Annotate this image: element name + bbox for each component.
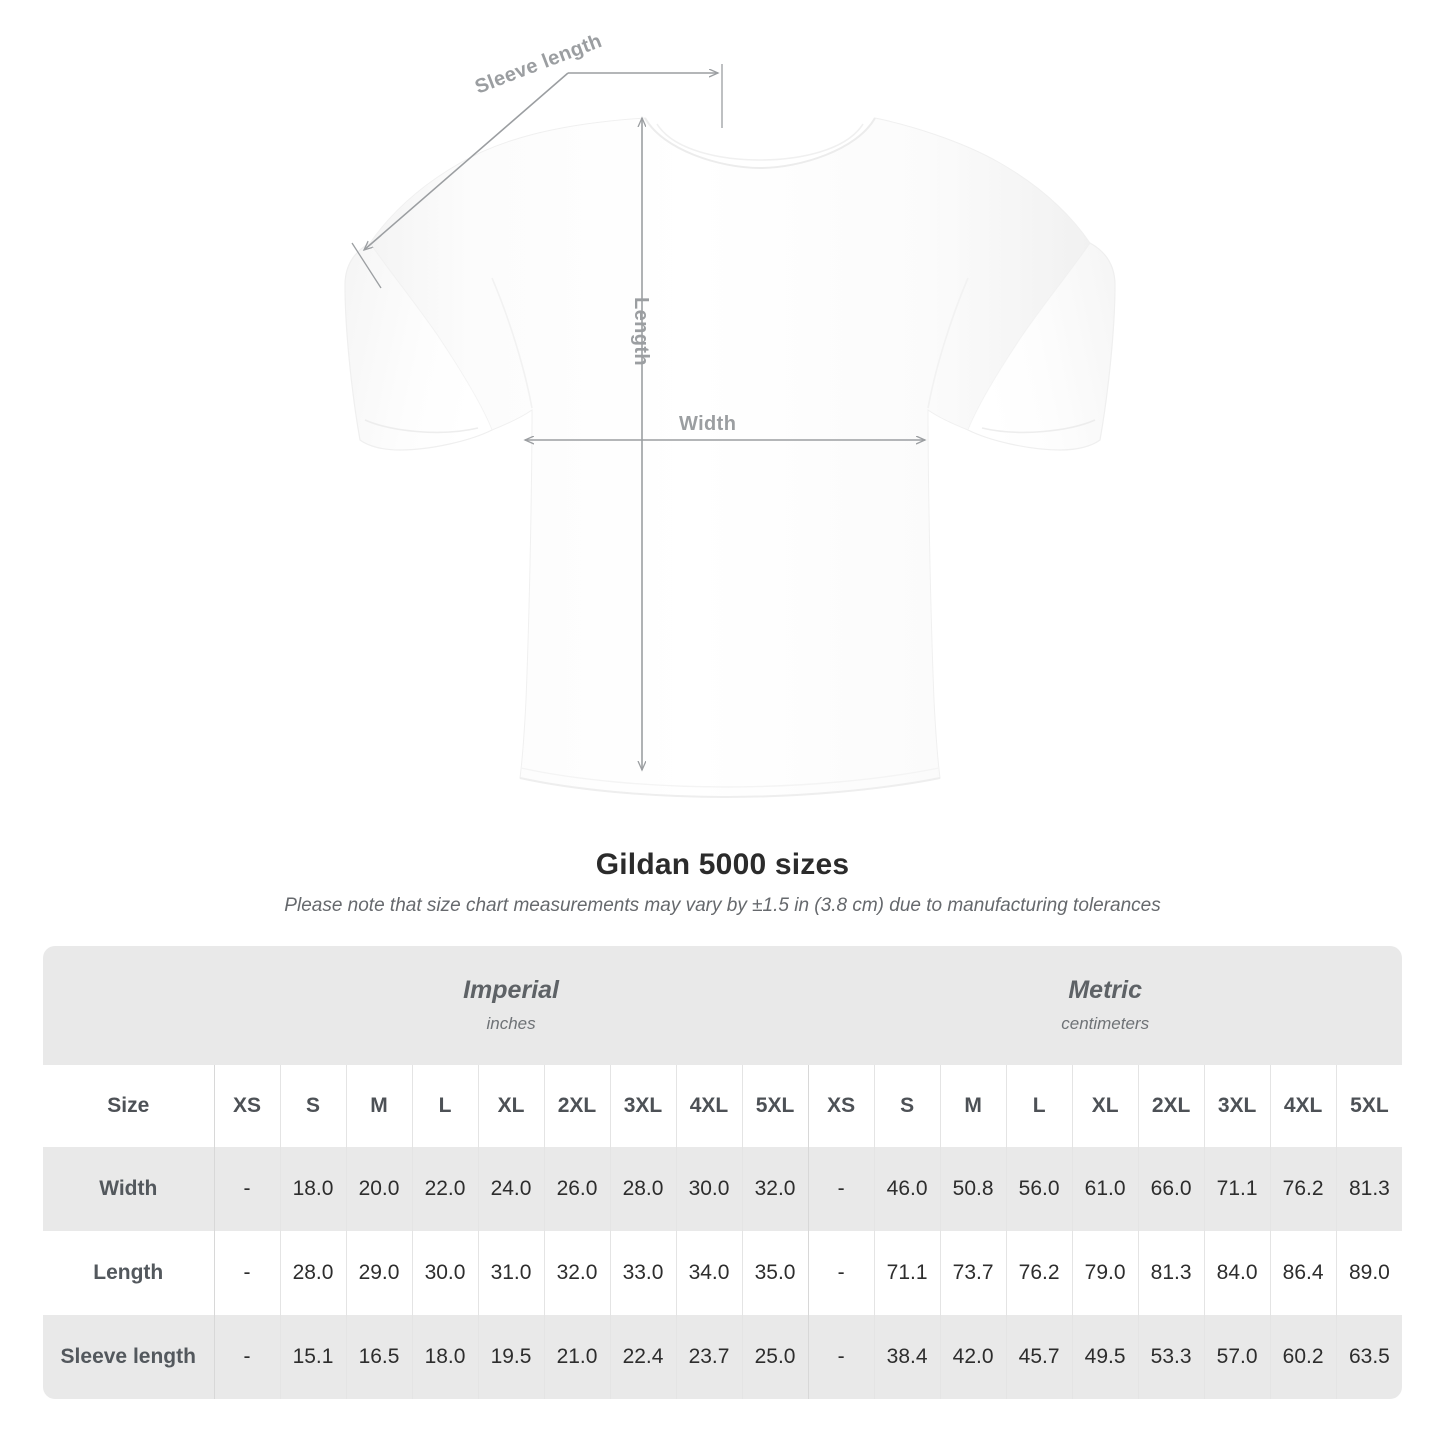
cell-metric-sleeve-length-3xl: 57.0 — [1203, 1315, 1271, 1399]
cell-metric-length-m: 73.7 — [939, 1231, 1007, 1315]
cell-metric-width-m: 50.8 — [939, 1147, 1007, 1231]
size-header-imperial-s: S — [279, 1065, 346, 1147]
unit-band-row: Imperial inches Metric centimeters — [43, 946, 1402, 1065]
cell-metric-length-l: 76.2 — [1005, 1231, 1073, 1315]
tshirt-illustration — [344, 64, 1116, 799]
size-header-imperial-3xl: 3XL — [609, 1065, 676, 1147]
cell-metric-sleeve-length-l: 45.7 — [1005, 1315, 1073, 1399]
size-header-imperial-l: L — [411, 1065, 478, 1147]
tolerance-note: Please note that size chart measurements… — [284, 895, 1161, 916]
cell-imperial-sleeve-length-l: 18.0 — [411, 1315, 478, 1399]
cell-metric-width-s: 46.0 — [873, 1147, 941, 1231]
cell-imperial-sleeve-length-2xl: 21.0 — [543, 1315, 610, 1399]
cell-imperial-length-m: 29.0 — [345, 1231, 412, 1315]
cell-metric-width-3xl: 71.1 — [1203, 1147, 1271, 1231]
cell-imperial-sleeve-length-xl: 19.5 — [477, 1315, 544, 1399]
size-header-row: Size XS S M L XL 2XL 3XL 4XL 5XL XS S M L XL 2XL 3XL 4XL 5… — [43, 1065, 1402, 1147]
size-header-label: Size — [43, 1065, 214, 1147]
cell-imperial-width-xl: 24.0 — [477, 1147, 544, 1231]
shirt-shape — [344, 117, 1116, 799]
length-label: Length — [630, 297, 652, 367]
size-header-metric-m: M — [939, 1065, 1007, 1147]
size-header-imperial-xl: XL — [477, 1065, 544, 1147]
cell-imperial-length-5xl: 35.0 — [741, 1231, 809, 1315]
size-header-metric-s: S — [873, 1065, 941, 1147]
size-header-metric-l: L — [1005, 1065, 1073, 1147]
row-label-sleeve-length: Sleeve length — [43, 1315, 214, 1399]
cell-metric-length-xl: 79.0 — [1071, 1231, 1139, 1315]
cell-imperial-sleeve-length-3xl: 22.4 — [609, 1315, 676, 1399]
size-header-metric-xs: XS — [807, 1065, 875, 1147]
page-title: Gildan 5000 sizes — [595, 848, 850, 881]
cell-metric-width-4xl: 76.2 — [1269, 1147, 1337, 1231]
tshirt-diagram: Sleeve length Length Width — [344, 30, 1116, 799]
row-label-length: Length — [43, 1231, 214, 1315]
unit-group-name: Imperial — [463, 976, 559, 1005]
dimension-lines — [351, 64, 925, 770]
cell-metric-sleeve-length-xs: - — [807, 1315, 875, 1399]
size-chart-table: Imperial inches Metric centimeters Size XS S M L… — [43, 946, 1402, 1399]
cell-imperial-sleeve-length-m: 16.5 — [345, 1315, 412, 1399]
unit-group-imperial: Imperial inches — [214, 946, 809, 1065]
cell-metric-sleeve-length-m: 42.0 — [939, 1315, 1007, 1399]
cell-imperial-width-xs: - — [213, 1147, 280, 1231]
cell-metric-length-xs: - — [807, 1231, 875, 1315]
table-row: Width -18.0 20.0 22.0 24.0 26.0 28.0 30.0 32.0-4… — [43, 1147, 1402, 1231]
size-header-imperial-m: M — [345, 1065, 412, 1147]
table-row: Sleeve length -15.1 16.5 18.0 19.5 21.0 22.4 23… — [43, 1315, 1402, 1399]
size-header-imperial-5xl: 5XL — [741, 1065, 809, 1147]
size-header-metric-3xl: 3XL — [1203, 1065, 1271, 1147]
cell-metric-length-4xl: 86.4 — [1269, 1231, 1337, 1315]
cell-imperial-width-3xl: 28.0 — [609, 1147, 676, 1231]
cell-metric-length-3xl: 84.0 — [1203, 1231, 1271, 1315]
size-header-metric-2xl: 2XL — [1137, 1065, 1205, 1147]
cell-imperial-width-5xl: 32.0 — [741, 1147, 809, 1231]
size-header-metric-xl: XL — [1071, 1065, 1139, 1147]
sleeve-diagonal — [364, 72, 569, 250]
cell-metric-sleeve-length-5xl: 63.5 — [1335, 1315, 1402, 1399]
cell-imperial-width-l: 22.0 — [411, 1147, 478, 1231]
cell-imperial-length-s: 28.0 — [279, 1231, 346, 1315]
unit-group-name: Metric — [1068, 976, 1142, 1005]
size-header-metric-5xl: 5XL — [1335, 1065, 1402, 1147]
cell-imperial-width-m: 20.0 — [345, 1147, 412, 1231]
cell-imperial-length-2xl: 32.0 — [543, 1231, 610, 1315]
cell-metric-sleeve-length-4xl: 60.2 — [1269, 1315, 1337, 1399]
cell-imperial-length-4xl: 34.0 — [675, 1231, 742, 1315]
size-header-metric-4xl: 4XL — [1269, 1065, 1337, 1147]
cell-metric-width-2xl: 66.0 — [1137, 1147, 1205, 1231]
cell-metric-length-2xl: 81.3 — [1137, 1231, 1205, 1315]
cell-imperial-sleeve-length-xs: - — [213, 1315, 280, 1399]
cell-imperial-length-l: 30.0 — [411, 1231, 478, 1315]
cell-imperial-sleeve-length-5xl: 25.0 — [741, 1315, 809, 1399]
cell-metric-width-xs: - — [807, 1147, 875, 1231]
size-header-imperial-xs: XS — [213, 1065, 280, 1147]
cell-imperial-length-3xl: 33.0 — [609, 1231, 676, 1315]
cell-metric-width-xl: 61.0 — [1071, 1147, 1139, 1231]
cell-metric-width-l: 56.0 — [1005, 1147, 1073, 1231]
cell-metric-sleeve-length-s: 38.4 — [873, 1315, 941, 1399]
cell-metric-width-5xl: 81.3 — [1335, 1147, 1402, 1231]
unit-group-metric: Metric centimeters — [808, 946, 1402, 1065]
cell-imperial-sleeve-length-4xl: 23.7 — [675, 1315, 742, 1399]
cell-imperial-width-s: 18.0 — [279, 1147, 346, 1231]
cell-imperial-sleeve-length-s: 15.1 — [279, 1315, 346, 1399]
cell-imperial-length-xl: 31.0 — [477, 1231, 544, 1315]
cell-imperial-width-4xl: 30.0 — [675, 1147, 742, 1231]
sleeve-hem-tick — [351, 242, 382, 289]
size-header-imperial-2xl: 2XL — [543, 1065, 610, 1147]
cell-metric-sleeve-length-xl: 49.5 — [1071, 1315, 1139, 1399]
size-header-imperial-4xl: 4XL — [675, 1065, 742, 1147]
table-row: Length -28.0 29.0 30.0 31.0 32.0 33.0 34.0 35.0-… — [43, 1231, 1402, 1315]
width-label: Width — [679, 413, 737, 435]
cell-imperial-length-xs: - — [213, 1231, 280, 1315]
cell-metric-length-5xl: 89.0 — [1335, 1231, 1402, 1315]
unit-band-spacer — [43, 946, 214, 1065]
unit-group-subtitle: inches — [486, 1013, 536, 1033]
unit-group-subtitle: centimeters — [1061, 1013, 1150, 1033]
cell-metric-sleeve-length-2xl: 53.3 — [1137, 1315, 1205, 1399]
cell-imperial-width-2xl: 26.0 — [543, 1147, 610, 1231]
row-label-width: Width — [43, 1147, 214, 1231]
cell-metric-length-s: 71.1 — [873, 1231, 941, 1315]
